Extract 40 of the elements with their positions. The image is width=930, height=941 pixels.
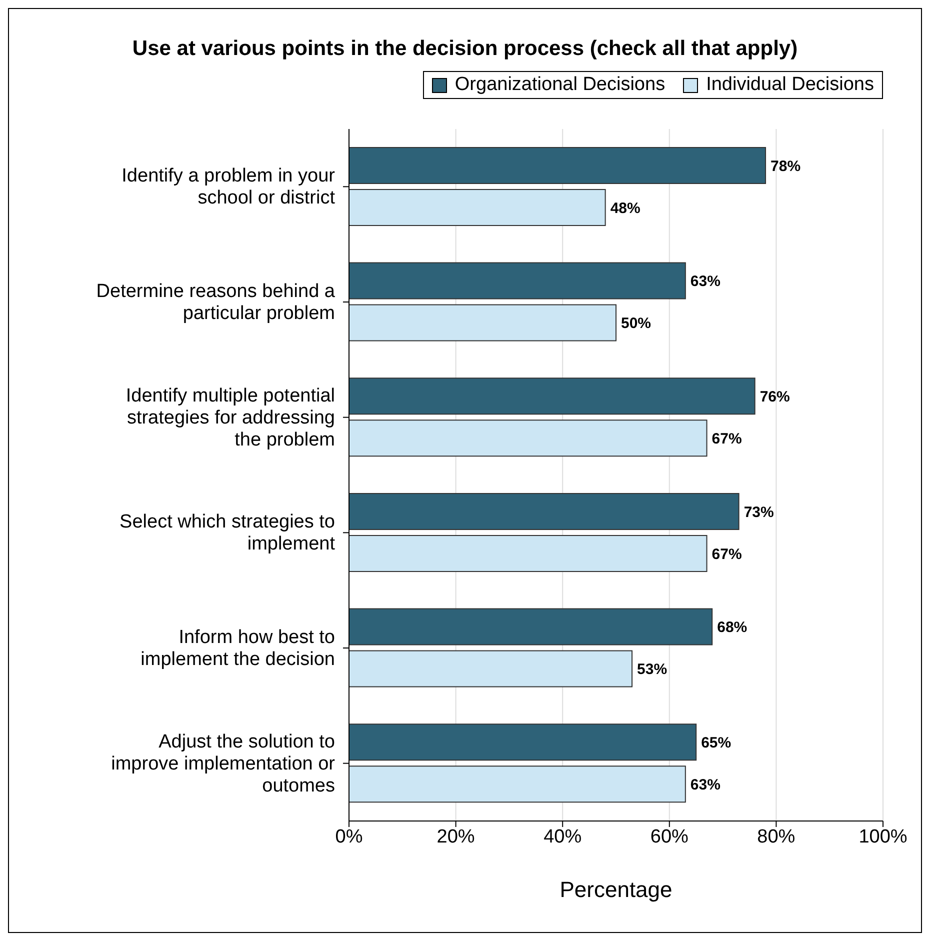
- data-label: 48%: [610, 200, 640, 217]
- x-axis-title: Percentage: [560, 877, 672, 902]
- data-label: 78%: [770, 158, 801, 175]
- bar: [349, 146, 766, 184]
- data-label: 73%: [744, 504, 774, 521]
- legend-label: Individual Decisions: [705, 74, 874, 96]
- y-tick-label: Determine reasons behind a particular problem: [96, 280, 336, 324]
- x-tick-label: 80%: [757, 826, 796, 848]
- bar: [349, 188, 606, 226]
- legend-label: Organizational Decisions: [454, 74, 666, 96]
- bar: [349, 492, 740, 530]
- x-tick-label: 60%: [650, 826, 689, 848]
- y-tick-label: Inform how best to implement the decision: [140, 626, 335, 670]
- data-label: 67%: [712, 430, 742, 448]
- bar: [349, 378, 756, 415]
- y-tick-label: Adjust the solution to improve implementation or outomes: [111, 730, 336, 796]
- bar: [349, 534, 708, 572]
- data-label: 50%: [621, 315, 652, 332]
- data-label: 67%: [712, 546, 742, 563]
- bar: [349, 724, 697, 761]
- y-tick-label: Identify a problem in your school or district: [122, 165, 336, 208]
- y-tick-label: Select which strategies to implement: [120, 511, 336, 554]
- data-label: 63%: [690, 776, 720, 794]
- bar: [349, 262, 686, 300]
- data-label: 76%: [760, 388, 790, 406]
- data-label: 68%: [717, 619, 748, 636]
- bar: [349, 420, 708, 457]
- x-tick-label: 40%: [544, 826, 582, 848]
- bar: [349, 650, 633, 688]
- data-label: 65%: [701, 734, 732, 752]
- data-label: 53%: [637, 661, 668, 678]
- x-tick-label: 0%: [335, 826, 363, 848]
- bar: [349, 304, 616, 342]
- x-tick-label: 100%: [858, 826, 908, 848]
- x-tick-label: 20%: [436, 826, 475, 848]
- y-tick-label: Identify multiple potential strategies for addressing the problem: [126, 384, 335, 450]
- chart-title: Use at various points in the decision process (check all that apply): [131, 37, 799, 61]
- data-label: 63%: [690, 273, 720, 290]
- bar: [349, 766, 686, 803]
- bar: [349, 608, 713, 646]
